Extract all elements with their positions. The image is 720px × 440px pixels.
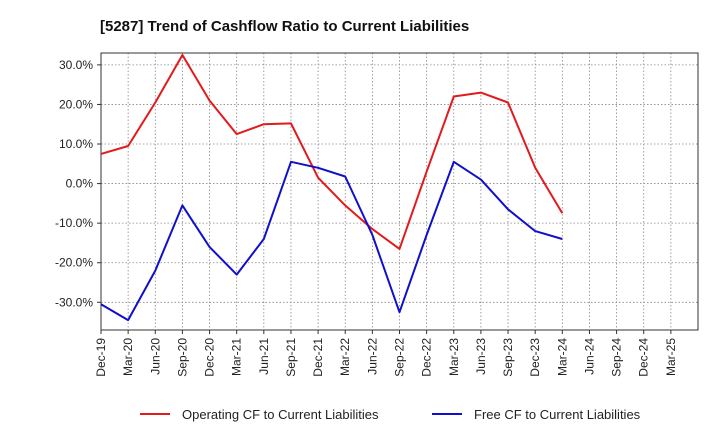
x-tick-label: Mar-22 xyxy=(338,338,352,376)
x-tick-label: Mar-24 xyxy=(555,338,569,376)
x-tick-label: Dec-19 xyxy=(94,338,108,377)
x-tick-label: Sep-22 xyxy=(393,338,407,377)
x-tick-label: Sep-21 xyxy=(284,338,298,377)
y-tick-label: 30.0% xyxy=(59,58,93,72)
x-tick-label: Mar-23 xyxy=(447,338,461,376)
y-tick-label: -20.0% xyxy=(55,256,93,270)
x-tick-label: Dec-23 xyxy=(528,338,542,377)
legend-label: Free CF to Current Liabilities xyxy=(474,407,641,422)
x-tick-label: Jun-22 xyxy=(365,338,379,375)
x-tick-label: Sep-23 xyxy=(501,338,515,377)
x-tick-label: Dec-21 xyxy=(311,338,325,377)
x-tick-label: Mar-25 xyxy=(664,338,678,376)
y-axis: 30.0% 20.0% 10.0% 0.0% -10.0% -20.0% -30.0% xyxy=(55,58,101,309)
legend: Operating CF to Current Liabilities Free … xyxy=(140,407,641,422)
y-tick-label: -10.0% xyxy=(55,216,93,230)
x-tick-label: Sep-24 xyxy=(610,338,624,377)
y-tick-label: 20.0% xyxy=(59,97,93,111)
x-tick-label: Mar-21 xyxy=(230,338,244,376)
x-tick-label: Mar-20 xyxy=(121,338,135,376)
y-tick-label: 0.0% xyxy=(66,177,94,191)
x-tick-label: Jun-23 xyxy=(474,338,488,375)
x-tick-label: Dec-24 xyxy=(637,338,651,377)
x-tick-label: Sep-20 xyxy=(175,338,189,377)
series-line-operating-cf xyxy=(100,54,564,250)
x-tick-label: Dec-20 xyxy=(203,338,217,377)
y-tick-label: -30.0% xyxy=(55,295,93,309)
y-tick-label: 10.0% xyxy=(59,137,93,151)
series-lines xyxy=(100,54,564,322)
x-axis: Dec-19 Mar-20 Jun-20 Sep-20 Dec-20 Mar-21 Jun-… xyxy=(94,330,678,377)
legend-label: Operating CF to Current Liabilities xyxy=(182,407,379,422)
x-tick-label: Dec-22 xyxy=(420,338,434,377)
x-tick-label: Jun-21 xyxy=(257,338,271,375)
x-tick-label: Jun-24 xyxy=(582,338,596,375)
chart-title: [5287] Trend of Cashflow Ratio to Curren… xyxy=(100,18,469,35)
series-line-free-cf xyxy=(100,160,563,322)
x-tick-label: Jun-20 xyxy=(148,338,162,375)
